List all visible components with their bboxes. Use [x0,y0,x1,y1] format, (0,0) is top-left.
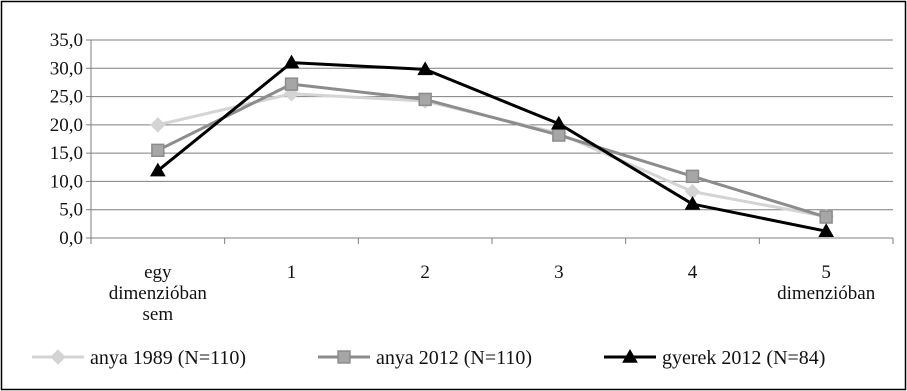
data-point [417,61,434,76]
x-tick-label: 5 dimenzióban [777,262,876,304]
data-point [685,169,700,184]
data-point [552,128,566,142]
legend-item: gyerek 2012 (N=84) [604,347,825,369]
x-tick-label: egy dimenzióban sem [109,262,208,325]
y-tick-label: 20,0 [50,115,83,136]
data-point [284,77,299,91]
legend: anya 1989 (N=110) anya 2012 (N=110) gyerek… [32,347,825,369]
data-point [418,92,432,107]
y-tick-label: 30,0 [50,58,83,79]
x-tick-label: 3 [554,262,564,283]
legend-label: gyerek 2012 (N=84) [662,347,825,369]
y-tick-label: 25,0 [50,87,83,108]
data-point [150,117,166,133]
y-tick-label: 15,0 [50,143,83,164]
x-tick-label: 2 [420,262,430,283]
legend-label: anya 1989 (N=110) [90,347,246,369]
y-tick-label: 10,0 [50,171,83,192]
data-point [283,54,300,69]
data-point [819,210,833,224]
y-tick-label: 5,0 [59,200,83,221]
y-tick-label: 0,0 [59,228,83,249]
x-tick-label: 4 [688,262,698,283]
data-point [149,162,166,177]
data-point [337,350,351,364]
series-2 [151,77,833,224]
data-point [684,196,701,210]
data-point [151,143,165,158]
legend-label: anya 2012 (N=110) [376,347,532,369]
series-line [156,61,827,233]
data-point [622,348,638,363]
data-point [50,349,66,365]
data-point [550,115,567,130]
x-tick-label: 1 [287,262,297,283]
series-3 [149,54,835,237]
data-point [818,223,835,237]
legend-item: anya 2012 (N=110) [318,347,532,369]
series-line [157,82,827,219]
series-layer [149,54,835,237]
legend-item: anya 1989 (N=110) [32,347,246,369]
y-tick-label: 35,0 [50,30,83,51]
axes: 0,0 5,0 10,0 15,0 20,0 25,0 30,0 35,0 egy dimenzi… [50,30,894,325]
